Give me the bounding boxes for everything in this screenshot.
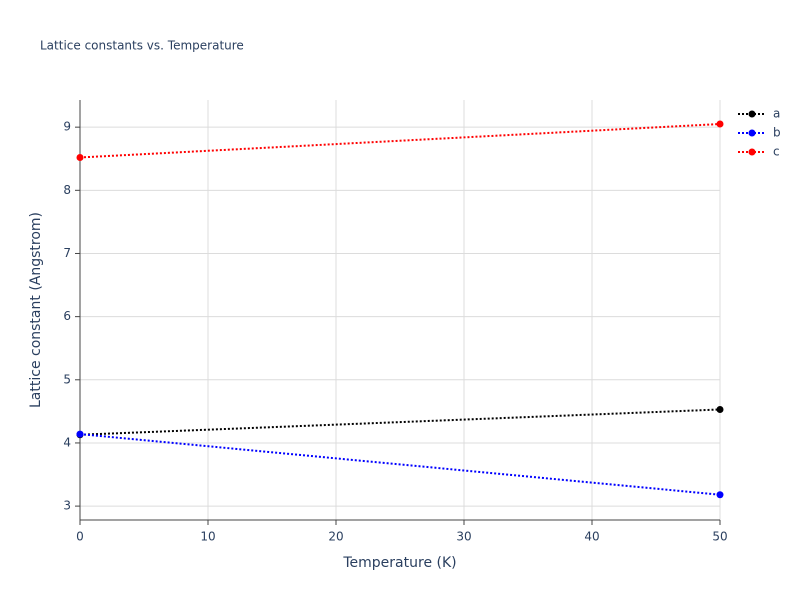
legend-marker <box>748 110 756 118</box>
series-line <box>79 433 721 496</box>
x-tick-label: 10 <box>200 530 215 544</box>
y-tick-label: 3 <box>63 499 71 513</box>
point <box>76 153 84 161</box>
legend-marker <box>748 129 756 137</box>
y-tick-label: 4 <box>63 435 71 449</box>
y-tick-label: 6 <box>63 309 71 323</box>
x-tick-label: 20 <box>328 530 343 544</box>
y-tick-label: 9 <box>63 120 71 134</box>
legend-label: b <box>773 126 781 140</box>
series-line <box>79 123 721 159</box>
x-tick-label: 0 <box>76 530 84 544</box>
y-tick-label: 7 <box>63 246 71 260</box>
x-tick-label: 50 <box>712 530 727 544</box>
y-tick-label: 5 <box>63 372 71 386</box>
legend-marker <box>748 148 756 156</box>
y-tick-label: 8 <box>63 183 71 197</box>
x-tick-label: 40 <box>584 530 599 544</box>
point <box>716 120 724 128</box>
x-axis-title: Temperature (K) <box>342 555 456 571</box>
point <box>716 405 724 413</box>
point <box>76 430 84 438</box>
legend-label: a <box>773 107 780 121</box>
chart-title: Lattice constants vs. Temperature <box>40 39 244 53</box>
legend-label: c <box>773 145 780 159</box>
x-tick-label: 30 <box>456 530 471 544</box>
series-line <box>79 408 721 436</box>
y-axis-title: Lattice constant (Angstrom) <box>28 212 44 408</box>
point <box>716 491 724 499</box>
